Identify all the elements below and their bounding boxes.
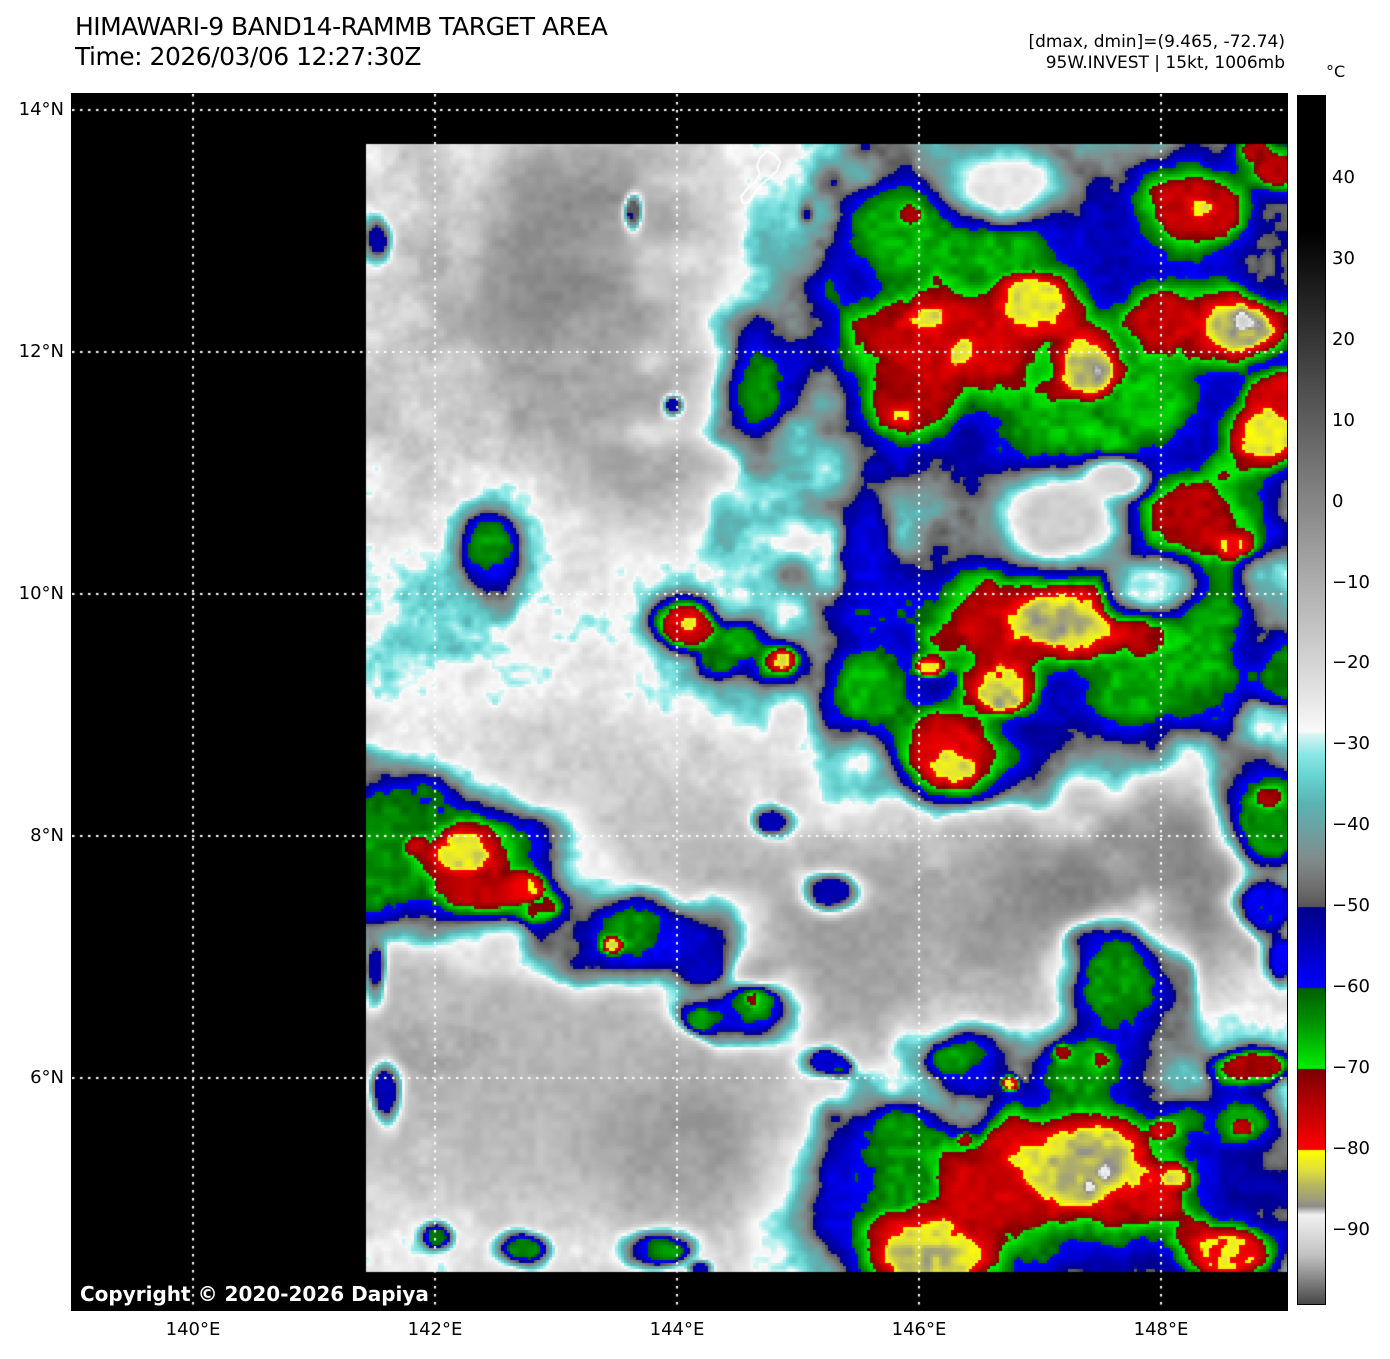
lat-tick-label: 14°N: [18, 99, 64, 120]
invest-readout: 95W.INVEST | 15kt, 1006mb: [1045, 53, 1285, 73]
colorbar-tick-label: −90: [1332, 1218, 1370, 1240]
title-block: HIMAWARI-9 BAND14-RAMMB TARGET AREA Time…: [75, 12, 608, 72]
colorbar-tick-label: −20: [1332, 652, 1370, 674]
lat-tick-label: 12°N: [18, 341, 64, 362]
lat-tick-label: 6°N: [30, 1067, 64, 1088]
lon-tick-label: 148°E: [1133, 1319, 1189, 1340]
colorbar-tick-label: −70: [1332, 1056, 1370, 1078]
colorbar-tick-label: 30: [1332, 247, 1355, 269]
colorbar: [1297, 95, 1326, 1305]
colorbar-tick-label: −60: [1332, 976, 1370, 997]
lat-tick-label: 10°N: [18, 583, 64, 604]
colorbar-tick-label: −10: [1332, 571, 1370, 593]
colorbar-tick-label: −80: [1332, 1137, 1370, 1159]
colorbar-canvas: [1298, 96, 1325, 1304]
colorbar-tick-label: 0: [1332, 490, 1344, 512]
colorbar-tick-label: −30: [1332, 733, 1370, 755]
timestamp: Time: 2026/03/06 12:27:30Z: [75, 42, 422, 71]
colorbar-tick-label: 40: [1332, 167, 1355, 188]
colorbar-tick-label: −50: [1332, 895, 1370, 917]
colorbar-tick-label: −40: [1332, 814, 1370, 836]
lon-tick-label: 144°E: [649, 1319, 705, 1340]
copyright-text: Copyright © 2020-2026 Dapiya: [80, 1282, 429, 1306]
colorbar-tick-label: 20: [1332, 328, 1355, 350]
lon-tick-label: 142°E: [407, 1319, 463, 1340]
lon-tick-label: 140°E: [165, 1319, 221, 1340]
colorbar-tick-label: 10: [1332, 409, 1355, 431]
lat-tick-label: 8°N: [30, 825, 64, 846]
satellite-map: Copyright © 2020-2026 Dapiya: [71, 93, 1288, 1311]
lon-tick-label: 146°E: [891, 1319, 947, 1340]
header-right: [dmax, dmin]=(9.465, -72.74) 95W.INVEST …: [1028, 32, 1285, 74]
satellite-image-canvas: [72, 94, 1287, 1310]
colorbar-unit-label: °C: [1326, 62, 1346, 81]
dmax-dmin-readout: [dmax, dmin]=(9.465, -72.74): [1028, 32, 1285, 52]
page-title: HIMAWARI-9 BAND14-RAMMB TARGET AREA: [75, 12, 608, 41]
